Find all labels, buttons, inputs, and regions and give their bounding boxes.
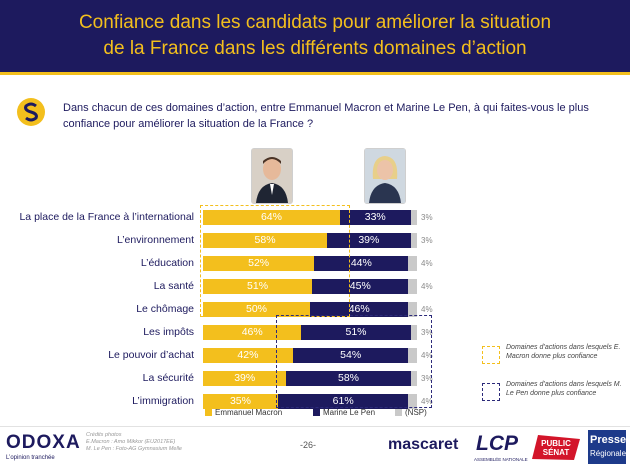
- nsp-data-label: 3%: [421, 236, 433, 245]
- svg-text:PUBLIC: PUBLIC: [541, 439, 571, 448]
- data-label: 46%: [348, 303, 370, 315]
- page-number: -26-: [300, 440, 317, 450]
- public-senat-logo: PUBLIC SÉNAT: [532, 435, 580, 460]
- bar-segment-nsp: [410, 210, 417, 225]
- data-label: 52%: [248, 257, 270, 269]
- macron-advantage-box: [200, 205, 350, 317]
- data-label: 46%: [241, 326, 263, 338]
- odoxa-logo: ODOXA: [6, 432, 81, 453]
- lcp-logo: LCP: [476, 432, 518, 455]
- header-accent-stripe: [0, 72, 630, 75]
- data-label: 39%: [358, 234, 380, 246]
- credit-macron: E.Macron : Amo Mikkor (EU2017EE): [86, 439, 176, 445]
- bar-segment-nsp: [408, 302, 417, 317]
- lepen-photo: [364, 148, 406, 204]
- legend-swatch-nsp: [395, 409, 402, 416]
- category-label: L’éducation: [140, 257, 194, 269]
- nsp-data-label: 3%: [421, 213, 433, 222]
- bar-segment-macron: [203, 302, 310, 317]
- data-label: 64%: [260, 211, 282, 223]
- page-title-line2: de la France dans les différents domaine…: [103, 38, 527, 59]
- side-note-macron: Domaines d’actions dans lesquels E. Macr…: [506, 344, 621, 360]
- lepen-advantage-box: [276, 315, 432, 408]
- bar-segment-lepen: [339, 210, 411, 225]
- bar-segment-nsp: [410, 325, 417, 340]
- bar-segment-lepen: [286, 371, 411, 386]
- macron-photo: [251, 148, 293, 204]
- legend-macron: Emmanuel Macron: [215, 408, 283, 417]
- data-label: 33%: [364, 211, 386, 223]
- nsp-data-label: 3%: [421, 374, 433, 383]
- bar-segment-nsp: [410, 233, 417, 248]
- bar-segment-lepen: [292, 348, 409, 363]
- bar-segment-lepen: [277, 394, 409, 409]
- legend-lepen: Marine Le Pen: [323, 408, 376, 417]
- header-banner: Confiance dans les candidats pour amélio…: [0, 0, 630, 75]
- odoxa-badge-icon: [17, 98, 45, 126]
- category-label: L’environnement: [116, 234, 194, 246]
- page-title-line1: Confiance dans les candidats pour amélio…: [78, 12, 552, 33]
- bar-segment-macron: [203, 348, 293, 363]
- bar-segment-nsp: [408, 279, 417, 294]
- bar-segment-lepen: [314, 256, 409, 271]
- bar-segment-nsp: [410, 371, 417, 386]
- bar-segment-macron: [203, 279, 313, 294]
- data-label: 58%: [254, 234, 276, 246]
- mascaret-logo: mascaret: [388, 436, 459, 453]
- nsp-data-label: 3%: [421, 328, 433, 337]
- bar-segment-lepen: [327, 233, 411, 248]
- category-label: Les impôts: [143, 326, 194, 338]
- bar-segment-lepen: [312, 279, 409, 294]
- category-label: La place de la France à l’international: [19, 211, 194, 223]
- data-label: 35%: [229, 395, 251, 407]
- svg-text:SÉNAT: SÉNAT: [543, 448, 570, 457]
- presse-regionale-logo: Presse Régionale: [588, 430, 626, 464]
- data-label: 50%: [245, 303, 267, 315]
- nsp-data-label: 4%: [421, 351, 433, 360]
- category-label: Le chômage: [136, 303, 194, 315]
- lcp-logo-subtitle: ASSEMBLÉE NATIONALE: [474, 457, 528, 462]
- data-label: 42%: [237, 349, 259, 361]
- legend-swatch-macron: [205, 409, 212, 416]
- photo-credits: Crédits photos E.Macron : Amo Mikkor (EU…: [86, 432, 206, 453]
- legend-nsp: (NSP): [405, 408, 427, 417]
- data-label: 44%: [350, 257, 372, 269]
- bar-segment-lepen: [301, 325, 411, 340]
- side-note-lepen: Domaines d’actions dans lesquels M. Le P…: [506, 381, 622, 397]
- side-legend-lepen-box: [482, 383, 500, 401]
- category-label: La santé: [153, 280, 194, 292]
- odoxa-tagline: L’opinion tranchée: [6, 455, 55, 461]
- data-label: 54%: [340, 349, 362, 361]
- bar-segment-macron: [203, 394, 278, 409]
- category-label: Le pouvoir d’achat: [108, 349, 194, 361]
- nsp-data-label: 4%: [421, 397, 433, 406]
- category-label: L’immigration: [132, 395, 194, 407]
- bar-segment-macron: [203, 210, 340, 225]
- bar-segment-macron: [203, 371, 287, 386]
- credit-lepen: M. Le Pen : Foto-AG Gymnasium Melle: [86, 446, 182, 452]
- bar-segment-macron: [203, 233, 328, 248]
- nsp-data-label: 4%: [421, 282, 433, 291]
- survey-question: Dans chacun de ces domaines d’action, en…: [63, 102, 589, 130]
- side-legend-macron-box: [482, 346, 500, 364]
- data-label: 58%: [338, 372, 360, 384]
- footer-divider: [0, 426, 630, 427]
- data-label: 39%: [234, 372, 256, 384]
- bar-segment-nsp: [408, 394, 417, 409]
- nsp-data-label: 4%: [421, 305, 433, 314]
- bar-segment-lepen: [310, 302, 409, 317]
- legend-swatch-lepen: [313, 409, 320, 416]
- credits-title: Crédits photos: [86, 432, 122, 438]
- data-label: 51%: [345, 326, 367, 338]
- bar-segment-macron: [203, 256, 315, 271]
- category-label: La sécurité: [142, 372, 194, 384]
- bar-segment-nsp: [408, 256, 417, 271]
- data-label: 45%: [349, 280, 371, 292]
- bar-segment-nsp: [408, 348, 417, 363]
- nsp-data-label: 4%: [421, 259, 433, 268]
- data-label: 61%: [332, 395, 354, 407]
- data-label: 51%: [247, 280, 269, 292]
